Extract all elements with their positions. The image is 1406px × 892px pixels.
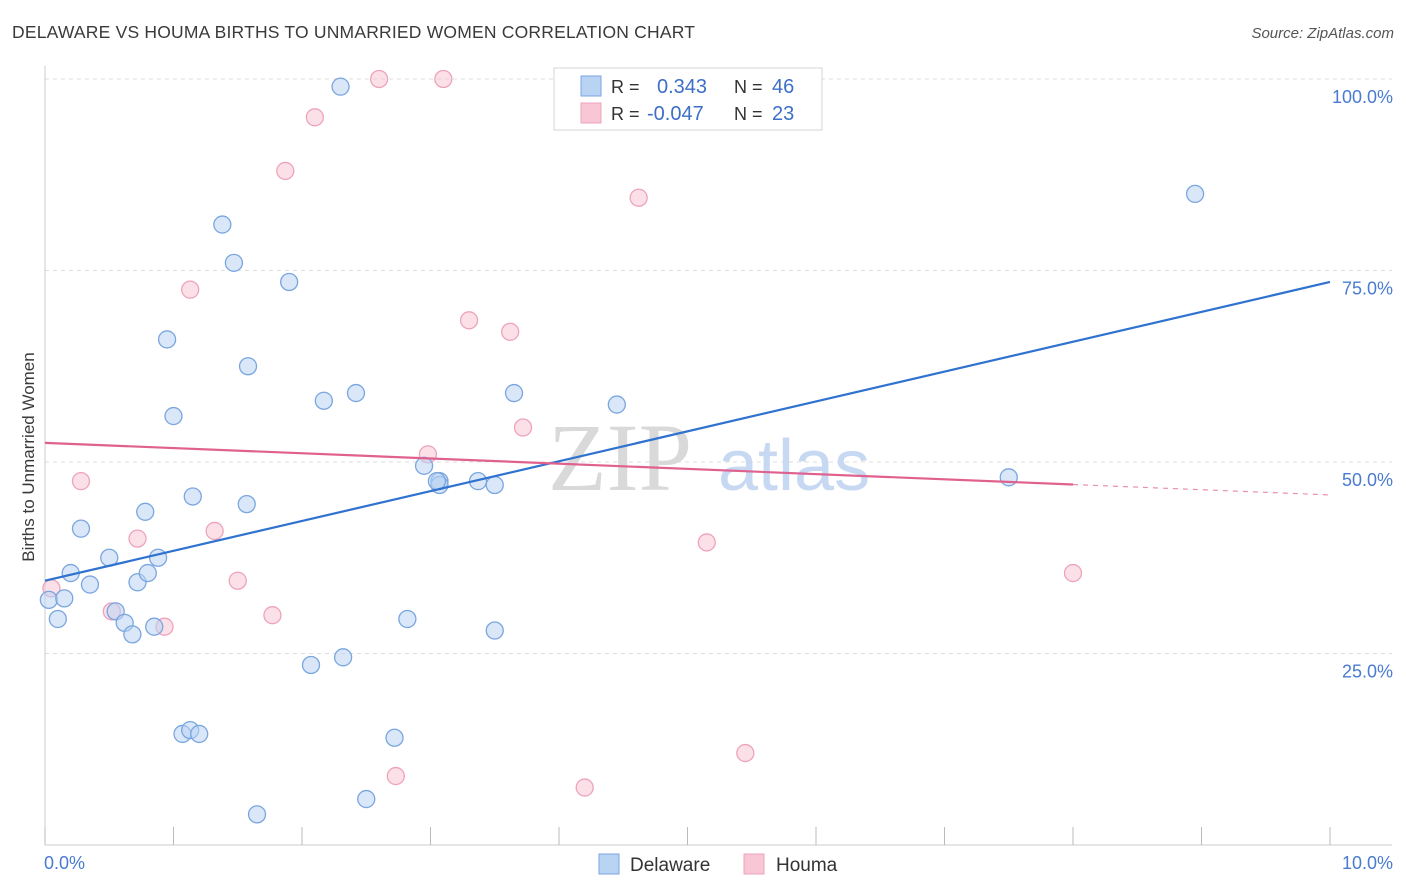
- houma-point: [71, 471, 91, 491]
- x-tick-label-min: 0.0%: [44, 853, 85, 873]
- delaware-point: [279, 272, 299, 292]
- legend-r-value-1: 0.343: [657, 76, 707, 98]
- delaware-point: [485, 621, 504, 640]
- delaware-point: [238, 357, 258, 376]
- y-tick-label: 75.0%: [1342, 279, 1393, 299]
- series-legend-houma: Houma: [776, 855, 838, 876]
- houma-point: [575, 778, 594, 797]
- correlation-legend: R = 0.343 N = 46 R = -0.047 N = 23: [553, 67, 823, 131]
- delaware-point: [385, 728, 404, 747]
- chart-title: DELAWARE VS HOUMA BIRTHS TO UNMARRIED WO…: [12, 22, 696, 42]
- houma-point: [386, 766, 405, 786]
- source-label: Source: ZipAtlas.com: [1251, 25, 1394, 42]
- delaware-point: [39, 590, 59, 610]
- houma-point: [228, 571, 247, 590]
- delaware-point: [48, 609, 67, 629]
- delaware-point: [224, 253, 244, 272]
- delaware-point: [80, 575, 100, 594]
- delaware-point: [346, 383, 366, 403]
- delaware-point: [123, 625, 142, 644]
- watermark-atlas: atlas: [718, 426, 870, 506]
- x-tick-label-max: 10.0%: [1342, 853, 1393, 873]
- delaware-point: [504, 383, 524, 403]
- houma-point: [459, 311, 479, 330]
- delaware-point: [213, 215, 232, 234]
- legend-n-label-2: N =: [734, 104, 763, 124]
- legend-swatch-houma: [580, 102, 602, 124]
- delaware-point: [183, 487, 202, 506]
- delaware-trend-line: [44, 280, 1331, 582]
- series-legend-delaware: Delaware: [630, 855, 710, 876]
- delaware-point: [485, 475, 504, 495]
- houma-point: [181, 280, 200, 299]
- delaware-point: [138, 563, 157, 583]
- delaware-point: [398, 609, 417, 629]
- legend-n-label-1: N =: [734, 77, 763, 97]
- delaware-point: [136, 502, 155, 521]
- delaware-point: [607, 395, 626, 414]
- delaware-point: [427, 471, 447, 491]
- houma-point: [205, 521, 224, 541]
- houma-point: [513, 418, 533, 437]
- delaware-point: [247, 805, 267, 824]
- houma-point: [434, 69, 453, 89]
- houma-point: [276, 161, 295, 181]
- delaware-point: [164, 406, 183, 426]
- delaware-point: [331, 77, 350, 96]
- delaware-point: [190, 724, 209, 744]
- y-tick-label: 25.0%: [1342, 662, 1393, 682]
- houma-trend-line-extension: [1072, 483, 1331, 496]
- delaware-point: [145, 617, 164, 636]
- delaware-point: [301, 655, 321, 675]
- delaware-point: [55, 589, 74, 608]
- delaware-point: [1185, 184, 1205, 204]
- legend-n-value-1: 46: [772, 76, 794, 98]
- axes: 0.0% 10.0%: [44, 66, 1393, 873]
- houma-point: [128, 529, 147, 548]
- delaware-point: [237, 494, 256, 514]
- trend-lines: [44, 280, 1331, 582]
- houma-point: [697, 533, 716, 552]
- delaware-point: [414, 456, 434, 475]
- legend-r-value-2: -0.047: [647, 103, 704, 125]
- grid-lines: 25.0% 50.0% 75.0% 100.0%: [45, 78, 1393, 682]
- legend-n-value-2: 23: [772, 103, 794, 125]
- houma-point: [369, 69, 389, 89]
- series-legend: Delaware Houma: [598, 853, 838, 876]
- series-legend-swatch-delaware: [598, 853, 620, 875]
- delaware-points: [39, 77, 1205, 824]
- delaware-point: [314, 391, 333, 410]
- delaware-point: [333, 648, 353, 667]
- houma-point: [1063, 563, 1083, 583]
- y-tick-label: 50.0%: [1342, 470, 1393, 490]
- houma-point: [629, 188, 648, 207]
- houma-trend-line: [44, 441, 1074, 486]
- delaware-point: [71, 519, 91, 538]
- delaware-point: [999, 468, 1018, 487]
- legend-r-label-2: R =: [611, 104, 640, 124]
- houma-point: [736, 743, 755, 763]
- houma-point: [305, 108, 325, 127]
- delaware-point: [157, 330, 177, 349]
- delaware-point: [148, 548, 168, 567]
- watermark: ZIP atlas: [548, 404, 870, 511]
- watermark-zip: ZIP: [548, 404, 692, 511]
- y-tick-label: 100.0%: [1332, 87, 1393, 107]
- series-legend-swatch-houma: [743, 853, 765, 875]
- legend-r-label-1: R =: [611, 77, 640, 97]
- legend-swatch-delaware: [580, 75, 602, 97]
- houma-point: [263, 606, 282, 625]
- delaware-point: [357, 789, 376, 809]
- houma-point: [501, 322, 520, 341]
- y-axis-label: Births to Unmarried Women: [19, 352, 38, 561]
